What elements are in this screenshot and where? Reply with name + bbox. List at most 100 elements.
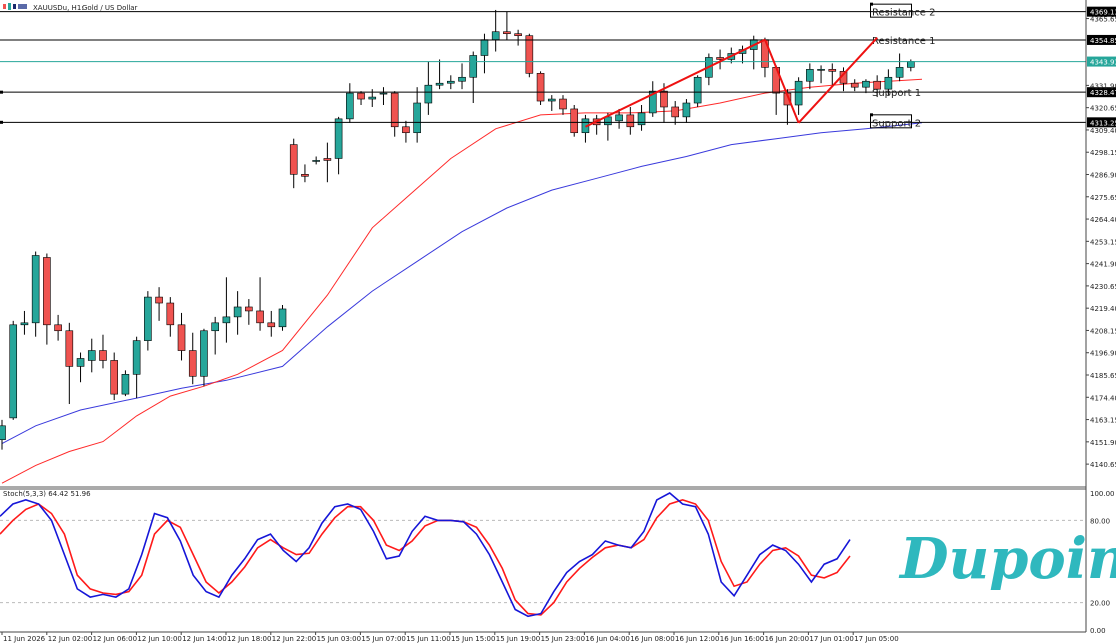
- candle-body: [267, 322, 276, 328]
- time-tick-label: 12 Jun 10:00: [137, 635, 181, 643]
- candle[interactable]: [716, 49, 724, 70]
- candle[interactable]: [446, 75, 455, 90]
- candle[interactable]: [390, 91, 399, 137]
- candle[interactable]: [222, 277, 231, 343]
- candle[interactable]: [99, 334, 107, 369]
- candle[interactable]: [0, 419, 6, 450]
- candle[interactable]: [671, 101, 680, 125]
- candle-body: [480, 39, 489, 56]
- candlesticks[interactable]: [0, 9, 915, 450]
- candle[interactable]: [503, 11, 511, 40]
- candle[interactable]: [65, 322, 74, 405]
- candle[interactable]: [87, 338, 96, 373]
- candle[interactable]: [514, 29, 522, 46]
- candle[interactable]: [817, 65, 825, 84]
- candle[interactable]: [200, 328, 208, 387]
- candle[interactable]: [301, 164, 309, 183]
- candle[interactable]: [43, 253, 51, 345]
- candle-body: [9, 324, 18, 419]
- candle[interactable]: [458, 63, 466, 90]
- candle[interactable]: [312, 156, 320, 165]
- candle[interactable]: [794, 77, 803, 115]
- candle[interactable]: [110, 352, 118, 401]
- candle[interactable]: [806, 63, 814, 90]
- candle[interactable]: [155, 287, 163, 321]
- price-tick-label: 4219.40: [1090, 305, 1116, 313]
- trend-lines[interactable]: [585, 36, 878, 128]
- candle[interactable]: [693, 75, 702, 107]
- candle[interactable]: [379, 87, 388, 105]
- level-left-handle[interactable]: [0, 90, 3, 94]
- candle[interactable]: [615, 108, 623, 129]
- candle[interactable]: [357, 91, 365, 105]
- level-left-handle[interactable]: [0, 120, 3, 124]
- candle[interactable]: [334, 116, 343, 175]
- trend-line[interactable]: [585, 38, 766, 128]
- moving-averages: [1, 78, 923, 484]
- candle[interactable]: [626, 106, 635, 135]
- candle-body: [222, 316, 231, 324]
- candle[interactable]: [873, 75, 881, 98]
- candle[interactable]: [188, 332, 197, 385]
- candle[interactable]: [424, 61, 433, 115]
- candle-body: [301, 174, 309, 177]
- candle[interactable]: [132, 336, 141, 399]
- candle[interactable]: [121, 370, 130, 397]
- candle[interactable]: [682, 99, 691, 123]
- time-tick-label: 12 Jun 18:00: [227, 635, 271, 643]
- candle[interactable]: [144, 291, 152, 351]
- candle[interactable]: [76, 352, 85, 383]
- candle[interactable]: [862, 79, 870, 94]
- candle[interactable]: [469, 51, 478, 104]
- candle-body: [31, 255, 40, 324]
- candle-body: [379, 92, 388, 95]
- candle[interactable]: [323, 142, 332, 183]
- candle-body: [245, 306, 253, 312]
- candle[interactable]: [884, 69, 893, 96]
- candle[interactable]: [278, 305, 287, 331]
- candle[interactable]: [177, 312, 186, 361]
- candle-body: [615, 114, 623, 122]
- level-anchor-handle[interactable]: [870, 2, 873, 6]
- candle[interactable]: [211, 316, 219, 355]
- candle[interactable]: [648, 81, 657, 117]
- candle[interactable]: [20, 310, 29, 335]
- candle[interactable]: [267, 310, 276, 337]
- level-anchor-handle[interactable]: [870, 113, 873, 117]
- candle[interactable]: [660, 83, 668, 123]
- level-label: Support 1: [872, 88, 921, 99]
- candle[interactable]: [413, 87, 421, 143]
- candle[interactable]: [525, 33, 534, 78]
- time-tick-label: 16 Jun 20:00: [765, 635, 809, 643]
- candle[interactable]: [828, 63, 837, 86]
- candle-body: [525, 35, 534, 74]
- candle[interactable]: [559, 95, 567, 115]
- candle[interactable]: [536, 71, 545, 105]
- candle[interactable]: [54, 314, 62, 341]
- candle[interactable]: [850, 79, 859, 92]
- price-tick-label: 4230.65: [1090, 283, 1116, 291]
- candle[interactable]: [9, 320, 18, 420]
- candle[interactable]: [637, 104, 646, 131]
- price-axis[interactable]: 4140.65 4151.90 4163.15 4174.40 4185.65 4196.…: [1086, 16, 1116, 635]
- candle[interactable]: [402, 120, 410, 143]
- trend-line[interactable]: [797, 36, 878, 124]
- level-label: Resistance 1: [872, 36, 935, 47]
- time-axis[interactable]: 11 Jun 2026 12 Jun 02:00 12 Jun 06:00 12 Ju…: [1, 632, 899, 643]
- candle[interactable]: [256, 277, 264, 331]
- candle[interactable]: [233, 291, 242, 335]
- candle[interactable]: [435, 59, 444, 90]
- candle[interactable]: [346, 83, 354, 123]
- candle[interactable]: [547, 95, 556, 111]
- candle-body: [413, 102, 421, 134]
- candle[interactable]: [166, 297, 175, 337]
- candle-body: [402, 126, 410, 134]
- candle[interactable]: [31, 251, 40, 337]
- candle[interactable]: [245, 299, 253, 325]
- candle[interactable]: [570, 104, 579, 137]
- trend-line[interactable]: [764, 39, 800, 124]
- candle[interactable]: [895, 53, 904, 82]
- support-resistance-levels[interactable]: Resistance 2 4369.13 Resistance 1 4354.85 Su…: [0, 2, 1116, 130]
- candle[interactable]: [289, 138, 298, 189]
